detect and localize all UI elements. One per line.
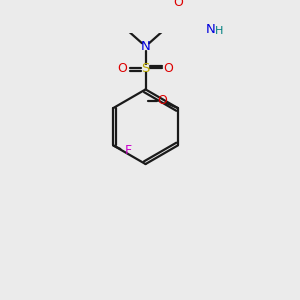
Text: H: H [215,26,224,36]
Text: O: O [164,61,174,75]
Text: O: O [118,61,128,75]
Text: O: O [157,94,167,107]
Text: N: N [206,22,215,35]
Text: S: S [141,61,150,75]
Text: N: N [141,40,150,53]
Text: O: O [173,0,183,9]
Text: F: F [125,144,132,157]
